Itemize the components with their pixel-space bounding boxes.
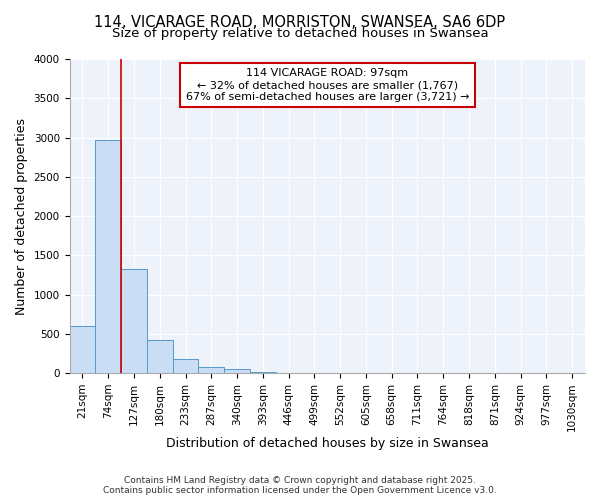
Text: 114 VICARAGE ROAD: 97sqm
← 32% of detached houses are smaller (1,767)
67% of sem: 114 VICARAGE ROAD: 97sqm ← 32% of detach… — [185, 68, 469, 102]
Text: Size of property relative to detached houses in Swansea: Size of property relative to detached ho… — [112, 28, 488, 40]
Bar — [70, 326, 95, 373]
Bar — [147, 340, 173, 373]
Bar — [199, 367, 224, 373]
Bar — [250, 372, 276, 373]
Bar — [95, 140, 121, 373]
X-axis label: Distribution of detached houses by size in Swansea: Distribution of detached houses by size … — [166, 437, 488, 450]
Bar — [173, 360, 199, 373]
Y-axis label: Number of detached properties: Number of detached properties — [15, 118, 28, 314]
Bar — [224, 370, 250, 373]
Text: Contains HM Land Registry data © Crown copyright and database right 2025.
Contai: Contains HM Land Registry data © Crown c… — [103, 476, 497, 495]
Bar — [121, 269, 147, 373]
Text: 114, VICARAGE ROAD, MORRISTON, SWANSEA, SA6 6DP: 114, VICARAGE ROAD, MORRISTON, SWANSEA, … — [94, 15, 506, 30]
